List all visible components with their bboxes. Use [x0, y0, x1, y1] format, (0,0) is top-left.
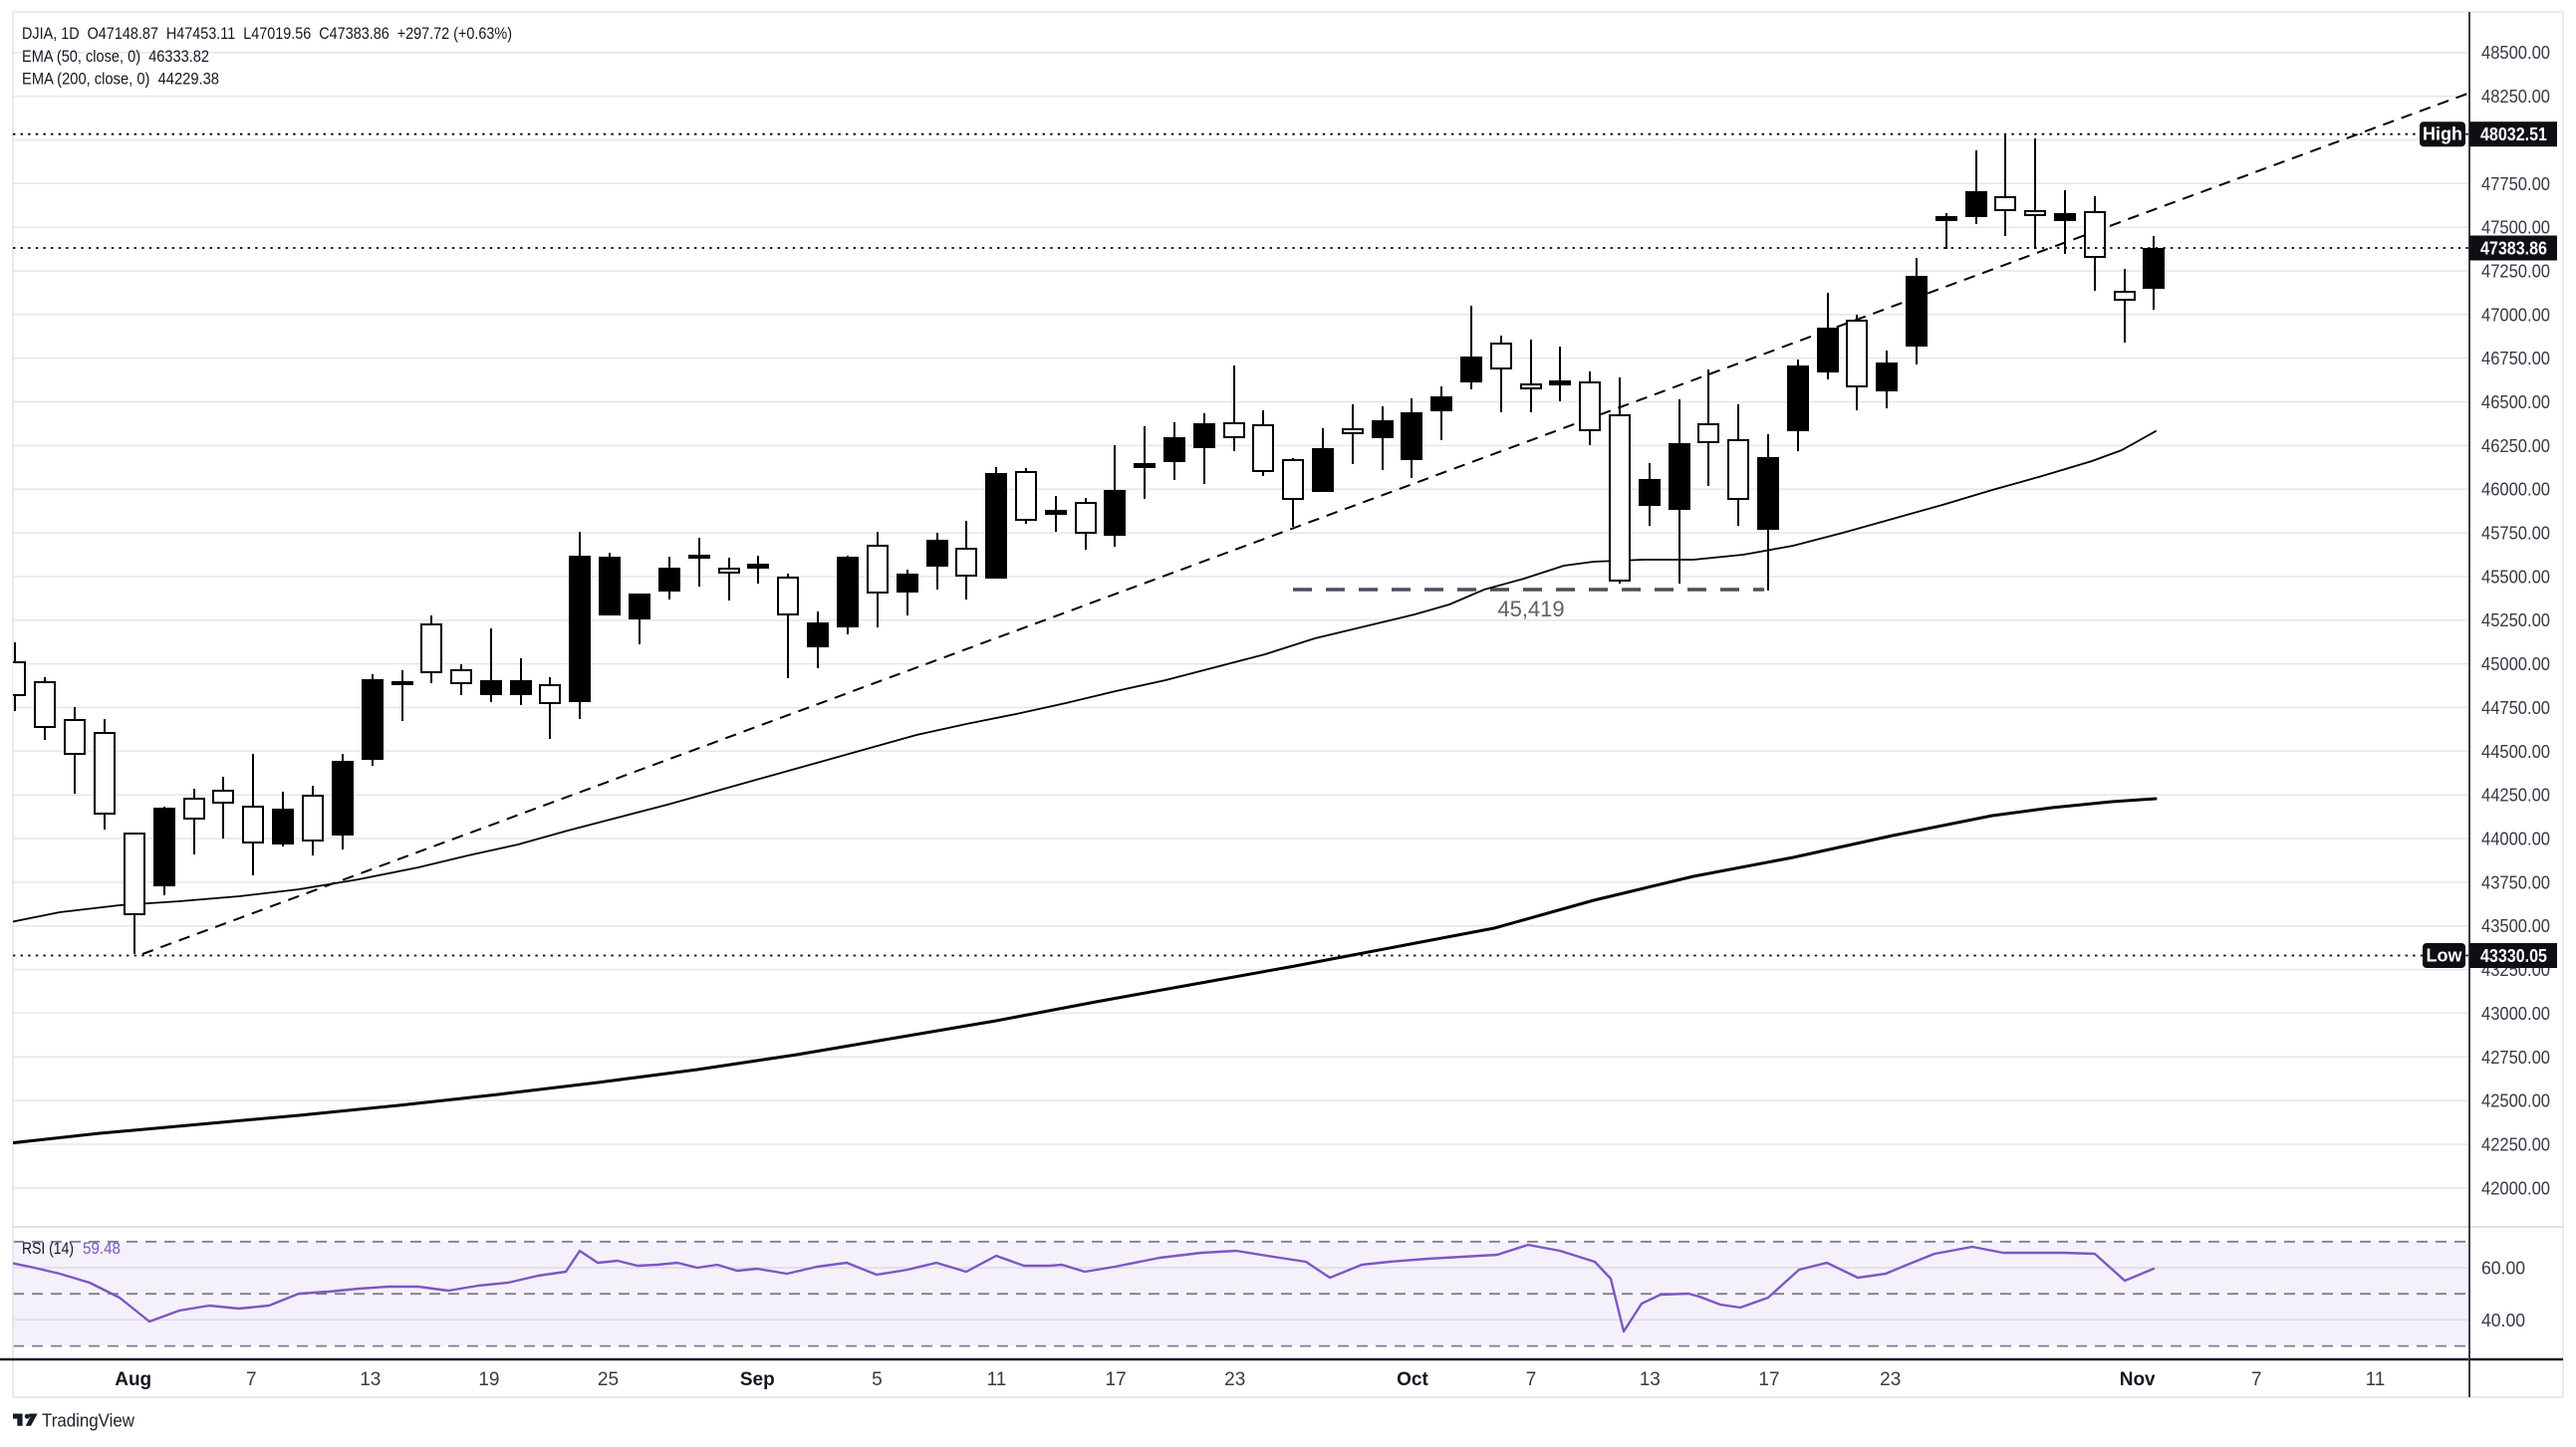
svg-text:7: 7 — [2251, 1369, 2262, 1390]
svg-text:46000.00: 46000.00 — [2481, 479, 2550, 500]
svg-text:17: 17 — [1758, 1369, 1779, 1390]
svg-text:47383.86: 47383.86 — [2480, 238, 2547, 259]
svg-text:44500.00: 44500.00 — [2481, 741, 2550, 762]
svg-text:43330.05: 43330.05 — [2480, 945, 2547, 966]
svg-text:45250.00: 45250.00 — [2481, 609, 2550, 630]
svg-text:17: 17 — [1106, 1369, 1127, 1390]
svg-text:Aug: Aug — [115, 1369, 151, 1390]
svg-text:23: 23 — [1880, 1369, 1901, 1390]
svg-text:43500.00: 43500.00 — [2481, 915, 2550, 936]
svg-text:RSI (14): RSI (14) — [22, 1239, 74, 1258]
svg-text:23: 23 — [1224, 1369, 1245, 1390]
svg-text:Low: Low — [2427, 946, 2463, 966]
svg-text:42250.00: 42250.00 — [2481, 1134, 2550, 1155]
svg-text:47250.00: 47250.00 — [2481, 261, 2550, 282]
svg-text:46250.00: 46250.00 — [2481, 435, 2550, 456]
svg-text:44250.00: 44250.00 — [2481, 785, 2550, 806]
svg-text:43000.00: 43000.00 — [2481, 1003, 2550, 1024]
svg-text:25: 25 — [598, 1369, 619, 1390]
svg-text:47750.00: 47750.00 — [2481, 173, 2550, 194]
svg-text:Oct: Oct — [1397, 1369, 1428, 1390]
svg-text:48500.00: 48500.00 — [2481, 42, 2550, 63]
svg-text:44000.00: 44000.00 — [2481, 829, 2550, 849]
svg-text:60.00: 60.00 — [2481, 1258, 2525, 1279]
svg-text:45750.00: 45750.00 — [2481, 523, 2550, 544]
svg-text:46750.00: 46750.00 — [2481, 348, 2550, 368]
svg-text:46500.00: 46500.00 — [2481, 391, 2550, 412]
svg-text:19: 19 — [478, 1369, 499, 1390]
svg-text:5: 5 — [872, 1369, 883, 1390]
svg-text:42000.00: 42000.00 — [2481, 1177, 2550, 1198]
svg-text:45,419: 45,419 — [1497, 597, 1564, 621]
svg-text:48250.00: 48250.00 — [2481, 86, 2550, 107]
svg-text:DJIA, 1D O47148.87 H47453.11: DJIA, 1D O47148.87 H47453.11 L47019.56 C… — [22, 24, 512, 43]
svg-text:7: 7 — [1526, 1369, 1537, 1390]
svg-text:EMA (200, close, 0) 44229.38: EMA (200, close, 0) 44229.38 — [22, 70, 219, 89]
svg-text:45500.00: 45500.00 — [2481, 566, 2550, 587]
svg-text:47500.00: 47500.00 — [2481, 217, 2550, 238]
svg-text:40.00: 40.00 — [2481, 1310, 2525, 1330]
svg-text:11: 11 — [2366, 1369, 2386, 1390]
svg-text:13: 13 — [360, 1369, 381, 1390]
svg-text:Nov: Nov — [2120, 1369, 2156, 1390]
svg-text:7: 7 — [246, 1369, 257, 1390]
svg-text:42500.00: 42500.00 — [2481, 1090, 2550, 1111]
svg-text:59.48: 59.48 — [83, 1239, 121, 1258]
svg-text:45000.00: 45000.00 — [2481, 653, 2550, 674]
svg-text:TradingView: TradingView — [42, 1410, 135, 1431]
svg-text:13: 13 — [1640, 1369, 1661, 1390]
svg-text:44750.00: 44750.00 — [2481, 697, 2550, 718]
svg-text:EMA (50, close, 0) 46333.82: EMA (50, close, 0) 46333.82 — [22, 47, 209, 66]
svg-text:48032.51: 48032.51 — [2480, 123, 2547, 144]
svg-text:11: 11 — [987, 1369, 1007, 1390]
svg-text:42750.00: 42750.00 — [2481, 1047, 2550, 1068]
svg-text:High: High — [2423, 124, 2462, 144]
svg-text:43750.00: 43750.00 — [2481, 871, 2550, 892]
svg-text:Sep: Sep — [740, 1369, 775, 1390]
svg-text:47000.00: 47000.00 — [2481, 304, 2550, 325]
